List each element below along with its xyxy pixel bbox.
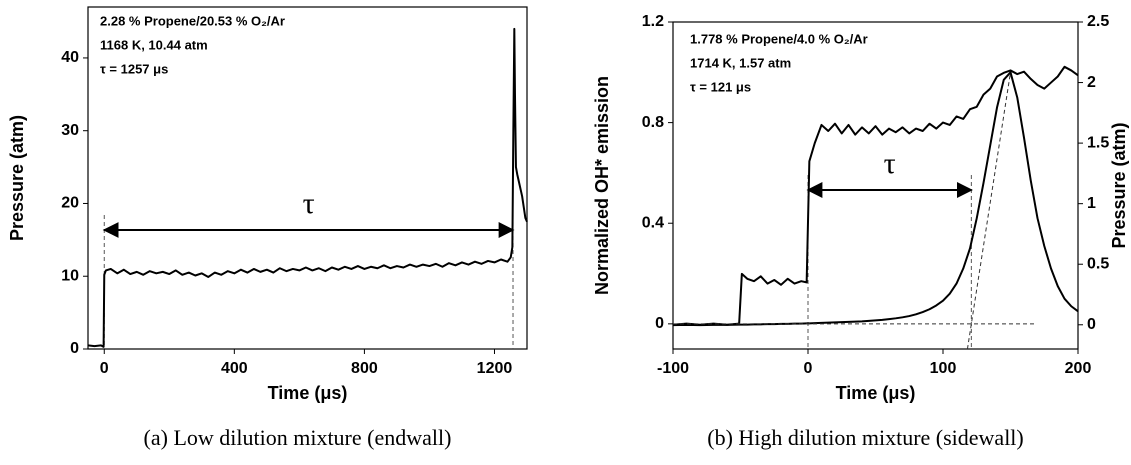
annotation: 1714 K, 1.57 atm bbox=[690, 55, 791, 70]
y2-tick-label: 0.5 bbox=[1087, 255, 1109, 272]
y-tick-label: 20 bbox=[61, 195, 79, 212]
x-tick-label: 400 bbox=[221, 360, 248, 377]
y-tick-label: 1.2 bbox=[642, 13, 664, 30]
y-axis-title: Normalized OH* emission bbox=[592, 76, 612, 295]
x-axis-title: Time (μs) bbox=[836, 383, 916, 403]
x-tick-label: 200 bbox=[1065, 360, 1092, 377]
caption: (b) High dilution mixture (sidewall) bbox=[707, 425, 1024, 450]
x-tick-label: 800 bbox=[351, 360, 378, 377]
y2-tick-label: 2.5 bbox=[1087, 13, 1109, 30]
y-tick-label: 40 bbox=[61, 49, 79, 66]
annotation: 1168 K, 10.44 atm bbox=[100, 37, 208, 52]
annotation: 2.28 % Propene/20.53 % O₂/Ar bbox=[100, 13, 285, 28]
y-tick-label: 0.8 bbox=[642, 114, 664, 131]
y-tick-label: 10 bbox=[61, 267, 79, 284]
tau-label: τ bbox=[303, 187, 315, 220]
x-tick-label: -100 bbox=[657, 360, 689, 377]
tangent-line bbox=[966, 72, 1011, 350]
plot-frame bbox=[672, 21, 1079, 350]
x-tick-label: 100 bbox=[930, 360, 957, 377]
annotation: 1.778 % Propene/4.0 % O₂/Ar bbox=[690, 31, 868, 46]
annotation: τ = 1257 μs bbox=[100, 61, 168, 76]
annotation: τ = 121 μs bbox=[690, 79, 751, 94]
y2-axis-title: Pressure (atm) bbox=[1109, 122, 1129, 248]
y2-tick-label: 1.5 bbox=[1087, 134, 1109, 151]
y-tick-label: 0 bbox=[70, 340, 79, 357]
x-tick-label: 1200 bbox=[477, 360, 513, 377]
y-tick-label: 0.4 bbox=[642, 214, 664, 231]
y2-tick-label: 2 bbox=[1087, 74, 1096, 91]
caption: (a) Low dilution mixture (endwall) bbox=[144, 425, 452, 450]
y-tick-label: 30 bbox=[61, 122, 79, 139]
series-line bbox=[87, 27, 528, 348]
tau-label: τ bbox=[884, 147, 896, 180]
x-tick-label: 0 bbox=[804, 360, 813, 377]
y2-tick-label: 0 bbox=[1087, 316, 1096, 333]
y-tick-label: 0 bbox=[655, 315, 664, 332]
x-axis-title: Time (μs) bbox=[268, 383, 348, 403]
y2-tick-label: 1 bbox=[1087, 195, 1096, 212]
series-line bbox=[672, 71, 1079, 327]
x-tick-label: 0 bbox=[100, 360, 109, 377]
plot-frame bbox=[87, 6, 528, 350]
series-line bbox=[672, 65, 1079, 326]
y-axis-title: Pressure (atm) bbox=[7, 115, 27, 241]
